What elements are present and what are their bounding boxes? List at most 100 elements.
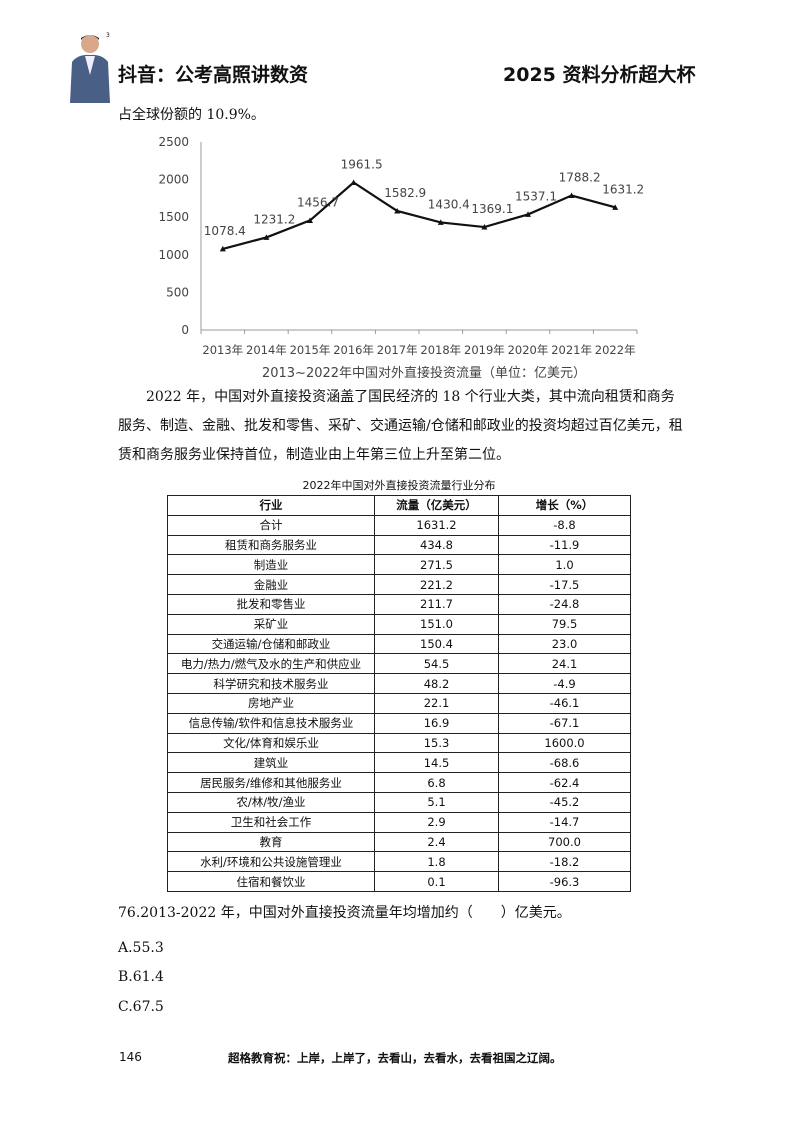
growth-cell: -14.7 [498,811,631,833]
y-tick-label: 1500 [158,210,189,224]
table-row: 农/林/牧/渔业 5.1 -45.2 [167,791,631,813]
data-point [263,234,270,240]
table-row: 租赁和商务服务业 434.8 -11.9 [167,534,631,556]
growth-cell: 700.0 [498,831,631,853]
y-tick-label: 0 [181,323,189,337]
growth-cell: 79.5 [498,613,631,635]
data-point [350,179,357,185]
data-label: 1788.2 [559,171,601,185]
flow-cell: 434.8 [374,534,499,556]
author-avatar [70,35,110,103]
growth-cell: -4.9 [498,673,631,694]
flow-cell: 54.5 [374,653,499,675]
table-row: 卫生和社会工作 2.9 -14.7 [167,811,631,833]
body-paragraph: 2022 年，中国对外直接投资涵盖了国民经济的 18 个行业大类，其中流向租赁和… [118,389,683,463]
industry-cell: 房地产业 [167,692,375,714]
industry-cell: 卫生和社会工作 [167,811,375,833]
x-tick-label: 2016年 [333,343,374,357]
footer-slogan: 超格教育祝：上岸，上岸了，去看山，去看水，去看祖国之辽阔。 [228,1051,562,1065]
flow-cell: 22.1 [374,692,499,714]
data-label: 1231.2 [253,212,295,226]
growth-cell: 1600.0 [498,732,631,754]
growth-cell: -11.9 [498,534,631,556]
flow-cell: 5.1 [374,791,499,813]
table-row: 合计 1631.2 -8.8 [167,514,631,536]
growth-cell: -8.8 [498,514,631,536]
line-chart: 0 500 1000 1500 2000 2500 2013年 2014年 2015年 2016年… [158,135,644,381]
industry-cell: 信息传输/软件和信息技术服务业 [167,712,375,734]
industry-cell: 科学研究和技术服务业 [167,673,375,694]
industry-cell: 交通运输/仓储和邮政业 [167,633,375,655]
growth-cell: 23.0 [498,633,631,655]
data-point [437,219,444,225]
table-row: 教育 2.4 700.0 [167,831,631,853]
industry-cell: 金融业 [167,574,375,595]
option-c: C.67.5 [118,999,164,1015]
flow-cell: 6.8 [374,772,499,793]
data-point [307,217,313,223]
table-row: 金融业 221.2 -17.5 [167,574,631,595]
table-row: 制造业 271.5 1.0 [167,554,631,576]
flow-cell: 150.4 [374,633,499,655]
industry-cell: 合计 [167,514,375,536]
industry-cell: 批发和零售业 [167,593,375,615]
flow-cell: 221.2 [374,574,499,595]
flow-cell: 14.5 [374,752,499,774]
x-tick-label: 2018年 [420,343,461,357]
header-left: 抖音：公考高照讲数资 [118,64,309,86]
growth-cell: 24.1 [498,653,631,675]
x-tick-label: 2019年 [464,343,505,357]
table-row: 科学研究和技术服务业 48.2 -4.9 [167,673,631,694]
header-flow: 流量（亿美元） [374,495,499,516]
flow-cell: 151.0 [374,613,499,635]
y-tick-label: 2500 [158,135,189,149]
table-title: 2022年中国对外直接投资流量行业分布 [302,479,496,492]
industry-cell: 农/林/牧/渔业 [167,791,375,813]
data-label: 1430.4 [428,197,470,211]
table-row: 批发和零售业 211.7 -24.8 [167,593,631,615]
industry-cell: 租赁和商务服务业 [167,534,375,556]
data-label: 1369.1 [471,202,513,216]
series-line [222,181,616,250]
option-b: B.61.4 [118,969,164,985]
x-tick-label: 2013年 [202,343,243,357]
data-point [219,245,226,252]
flow-cell: 15.3 [374,732,499,754]
flow-cell: 0.1 [374,871,499,892]
flow-cell: 1631.2 [374,514,499,536]
table-row: 住宿和餐饮业 0.1 -96.3 [167,871,631,892]
avatar-mark: 3 [106,32,110,39]
growth-cell: -45.2 [498,791,631,813]
growth-cell: -67.1 [498,712,631,734]
data-point [481,224,488,230]
growth-cell: -46.1 [498,692,631,714]
x-tick-label: 2021年 [551,343,592,357]
x-tick-label: 2017年 [377,343,418,357]
industry-cell: 采矿业 [167,613,375,635]
table-row: 水利/环境和公共设施管理业 1.8 -18.2 [167,851,631,873]
table-row: 居民服务/维修和其他服务业 6.8 -62.4 [167,772,631,793]
growth-cell: -96.3 [498,871,631,892]
data-label: 1582.9 [384,186,426,200]
header-right: 2025 资料分析超大杯 [503,64,696,86]
table-row: 文化/体育和娱乐业 15.3 1600.0 [167,732,631,754]
data-point [568,192,575,199]
growth-cell: -62.4 [498,772,631,793]
growth-cell: 1.0 [498,554,631,576]
table-row: 电力/热力/燃气及水的生产和供应业 54.5 24.1 [167,653,631,675]
table-row: 信息传输/软件和信息技术服务业 16.9 -67.1 [167,712,631,734]
industry-cell: 居民服务/维修和其他服务业 [167,772,375,793]
industry-cell: 文化/体育和娱乐业 [167,732,375,754]
data-label: 1631.2 [602,182,644,196]
x-tick-label: 2015年 [290,343,331,357]
option-a: A.55.3 [118,940,164,956]
y-tick-label: 2000 [158,173,189,187]
flow-cell: 2.9 [374,811,499,833]
chart-title: 2013~2022年中国对外直接投资流量（单位：亿美元） [262,365,586,381]
data-point [612,204,619,210]
growth-cell: -68.6 [498,752,631,774]
industry-table: 行业 流量（亿美元） 增长（%） 合计 1631.2 -8.8 租赁和商务服务业 434… [167,495,631,892]
x-tick-label: 2020年 [508,343,549,357]
y-tick-label: 1000 [158,248,189,262]
industry-cell: 电力/热力/燃气及水的生产和供应业 [167,653,375,675]
